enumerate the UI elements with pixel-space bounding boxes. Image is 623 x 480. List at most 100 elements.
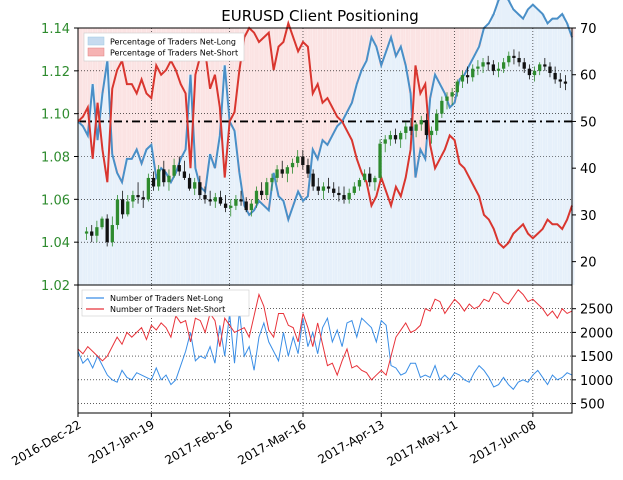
percent-tick-label: 60 (580, 69, 597, 84)
net-short-count-line (77, 288, 573, 381)
price-candle-body (100, 218, 104, 228)
legend-label-net-short: Percentage of Traders Net-Short (110, 49, 238, 58)
net-short-percentage-line (77, 19, 573, 250)
price-candle-body (491, 64, 495, 71)
price-candle-body (172, 165, 176, 176)
legend-label-net-long: Percentage of Traders Net-Long (110, 38, 236, 47)
percent-tick-label: 30 (580, 209, 597, 224)
price-tick-label: 1.04 (41, 236, 70, 251)
x-tick-label: 2017-Apr-13 (315, 417, 386, 466)
price-tick-label: 1.02 (41, 279, 70, 294)
price-candle-body (275, 169, 279, 178)
price-candle-body (131, 195, 135, 202)
net-long-percentage-line (77, 0, 573, 224)
price-candle-body (146, 177, 151, 200)
price-candle-body (388, 135, 393, 140)
price-candle-body (208, 199, 212, 202)
price-candle-body (265, 182, 269, 196)
price-candle-body (223, 203, 228, 208)
count-tick-label: 1500 (580, 350, 613, 365)
price-candle-body (512, 55, 516, 58)
x-tick-label: 2017-Jan-19 (86, 417, 157, 466)
price-candle-body (527, 68, 532, 76)
price-candle-body (301, 156, 305, 166)
price-candle-body (507, 55, 511, 63)
price-candle-body (290, 162, 295, 168)
price-tick-label: 1.14 (41, 22, 70, 37)
price-candle-body (450, 92, 454, 97)
price-candle-body (553, 72, 557, 80)
price-candle-body (460, 75, 465, 82)
price-candle-body (259, 190, 264, 196)
percent-tick-label: 70 (580, 22, 597, 37)
price-candle-body (270, 177, 274, 183)
price-candle-body (424, 120, 429, 136)
price-candle-body (203, 195, 207, 200)
price-candle-body (435, 113, 439, 131)
price-tick-label: 1.06 (41, 193, 70, 208)
price-candle-body (198, 182, 202, 196)
price-candle-body (563, 81, 568, 84)
price-tick-label: 1.12 (41, 65, 70, 80)
price-candle-body (110, 225, 114, 243)
price-candle-body (378, 143, 382, 178)
price-candle-body (316, 186, 320, 191)
price-candle-body (244, 201, 248, 211)
price-candle-body (167, 175, 171, 183)
price-candle-body (120, 199, 125, 215)
price-candle-body (399, 132, 403, 140)
price-candle-body (151, 177, 156, 187)
price-candle-body (352, 186, 356, 193)
price-candle-body (218, 197, 223, 204)
bottom-legend: Number of Traders Net-Long Number of Tra… (81, 289, 250, 317)
price-candle-body (414, 124, 418, 131)
legend-label-count-net-short: Number of Traders Net-Short (110, 305, 225, 314)
price-candle-body (280, 169, 284, 174)
price-candle-body (486, 62, 490, 65)
price-candle-body (481, 62, 485, 67)
price-candle-body (543, 64, 547, 67)
price-candle-body (383, 139, 387, 144)
price-candle-body (249, 203, 253, 211)
price-candle-body (373, 177, 377, 183)
percent-tick-label: 20 (580, 256, 597, 271)
count-tick-label: 500 (580, 398, 605, 413)
price-candle-body (368, 173, 372, 183)
price-candle-body (455, 81, 459, 93)
count-tick-label: 1000 (580, 374, 613, 389)
price-candle-body (239, 199, 243, 202)
price-candle-body (193, 182, 197, 189)
price-candle-body (357, 180, 362, 187)
price-candle-body (362, 173, 367, 181)
price-candle-body (115, 199, 120, 226)
price-candle-body (162, 169, 166, 183)
price-candle-body (90, 231, 94, 236)
price-candle-body (429, 130, 434, 136)
price-candle-body (419, 120, 423, 125)
price-candle-body (538, 64, 542, 71)
price-candle-body (440, 100, 444, 114)
count-tick-label: 2000 (580, 326, 613, 341)
net-long-count-line (77, 311, 573, 391)
price-candle-body (321, 186, 326, 191)
price-candle-body (95, 227, 99, 236)
price-candle-body (496, 68, 501, 71)
price-candle-body (84, 231, 89, 234)
count-tick-label: 2500 (580, 303, 613, 318)
x-tick-label: 2017-Feb-16 (163, 417, 236, 467)
price-candle-body (136, 195, 140, 198)
price-candle-body (182, 171, 187, 178)
bottom-panel-border (77, 284, 573, 414)
price-candle-body (558, 79, 562, 82)
price-candle-body (471, 68, 475, 78)
legend-swatch-net-long (87, 36, 105, 46)
price-candle-body (548, 66, 552, 73)
top-legend: Percentage of Traders Net-Long Percentag… (83, 32, 245, 62)
price-candle-body (342, 195, 346, 200)
price-candle-body (337, 192, 341, 196)
price-candle-body (105, 218, 109, 243)
chart-title: EURUSD Client Positioning (221, 7, 419, 25)
price-candle-body (532, 70, 537, 76)
price-tick-label: 1.10 (41, 108, 70, 123)
